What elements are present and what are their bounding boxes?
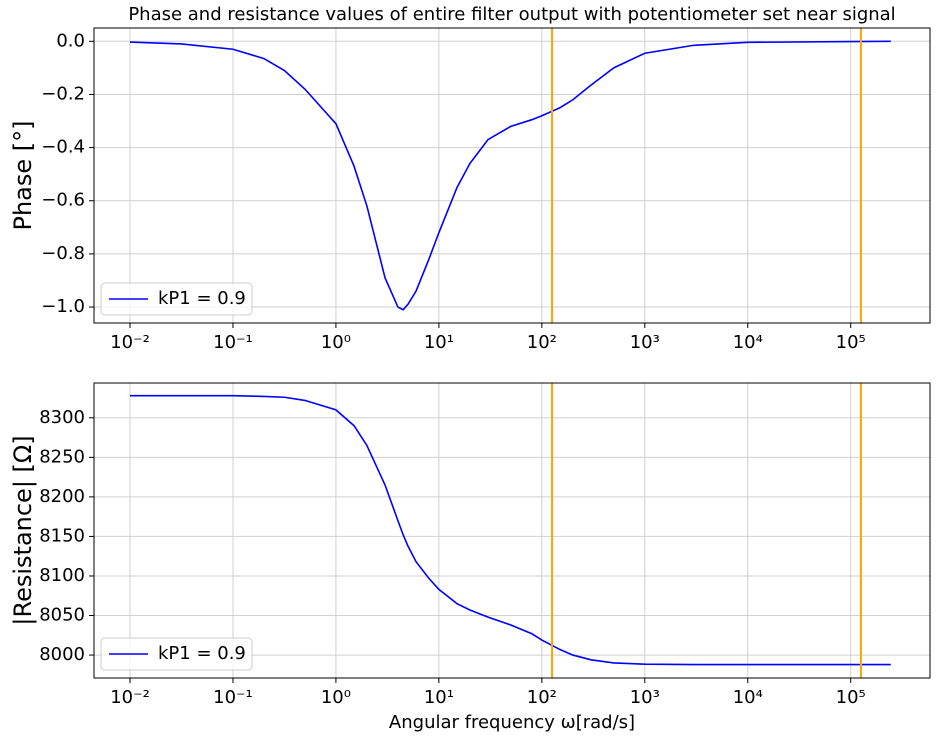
x-tick-label: 10² — [527, 332, 557, 353]
x-tick-label: 10⁻¹ — [213, 332, 253, 353]
y-tick-label: 8250 — [39, 446, 85, 467]
y-axis-label: |Resistance| [Ω] — [9, 435, 37, 625]
x-tick-label: 10¹ — [424, 332, 454, 353]
x-axis-label: Angular frequency ω[rad/s] — [389, 712, 635, 733]
x-tick-label: 10⁵ — [836, 687, 866, 708]
x-tick-label: 10⁻² — [110, 332, 150, 353]
x-tick-label: 10³ — [630, 332, 660, 353]
y-tick-label: 8050 — [39, 605, 85, 626]
x-tick-label: 10⁴ — [733, 332, 763, 353]
axes-frame — [93, 27, 931, 324]
y-tick-label: 8300 — [39, 407, 85, 428]
x-tick-label: 10² — [527, 687, 557, 708]
legend-label: kP1 = 0.9 — [158, 288, 246, 309]
plot-area — [94, 383, 930, 678]
y-tick-label: −0.2 — [41, 83, 85, 104]
x-tick-label: 10⁻¹ — [213, 687, 253, 708]
x-tick-label: 10⁰ — [321, 332, 351, 353]
plot-area — [94, 28, 930, 323]
legend-box — [100, 282, 253, 316]
y-axis-label: Phase [°] — [9, 120, 37, 230]
legend-label: kP1 = 0.9 — [158, 643, 246, 664]
x-tick-label: 10¹ — [424, 687, 454, 708]
data-line — [130, 394, 891, 666]
chart-title: Phase and resistance values of entire fi… — [128, 4, 895, 25]
x-tick-label: 10⁰ — [321, 687, 351, 708]
legend-box — [100, 637, 253, 671]
y-tick-label: 8150 — [39, 525, 85, 546]
y-tick-label: 0.0 — [56, 30, 85, 51]
axes-frame — [93, 382, 931, 679]
y-tick-label: 8000 — [39, 644, 85, 665]
x-tick-label: 10⁻² — [110, 687, 150, 708]
y-tick-label: −0.8 — [41, 243, 85, 264]
x-tick-label: 10⁵ — [836, 332, 866, 353]
x-tick-label: 10⁴ — [733, 687, 763, 708]
data-line — [129, 40, 891, 311]
y-tick-label: −0.6 — [41, 190, 85, 211]
y-tick-label: −1.0 — [41, 296, 85, 317]
x-tick-label: 10³ — [630, 687, 660, 708]
y-tick-label: 8200 — [39, 486, 85, 507]
y-tick-label: 8100 — [39, 565, 85, 586]
y-tick-label: −0.4 — [41, 137, 85, 158]
